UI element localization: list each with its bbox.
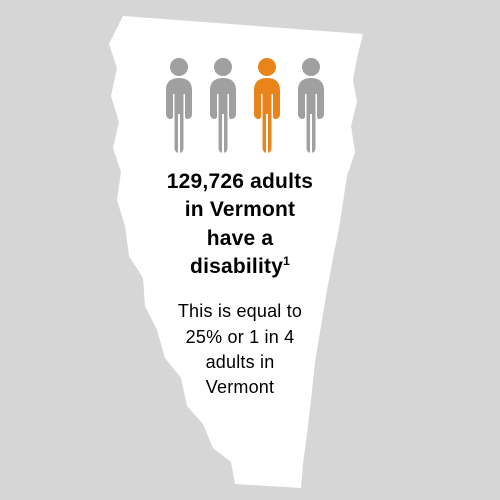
subtext-line2: 25% or 1 in 4 — [186, 327, 295, 347]
subtext: This is equal to 25% or 1 in 4 adults in… — [150, 299, 330, 400]
person-icon — [157, 56, 201, 154]
headline-line1: 129,726 adults — [167, 170, 313, 193]
infographic-content: 129,726 adults in Vermont have a disabil… — [115, 56, 365, 400]
subtext-line1: This is equal to — [178, 301, 302, 321]
subtext-line4: Vermont — [206, 377, 274, 397]
person-icon — [289, 56, 333, 154]
headline-line4: disability — [190, 255, 283, 278]
headline-text: 129,726 adults in Vermont have a disabil… — [135, 168, 345, 281]
headline-line3: have a — [207, 227, 274, 250]
footnote-marker: 1 — [283, 254, 290, 268]
subtext-line3: adults in — [206, 352, 275, 372]
headline-line2: in Vermont — [185, 198, 296, 221]
person-icon — [201, 56, 245, 154]
person-icon-highlighted — [245, 56, 289, 154]
people-icons-row — [125, 56, 365, 154]
